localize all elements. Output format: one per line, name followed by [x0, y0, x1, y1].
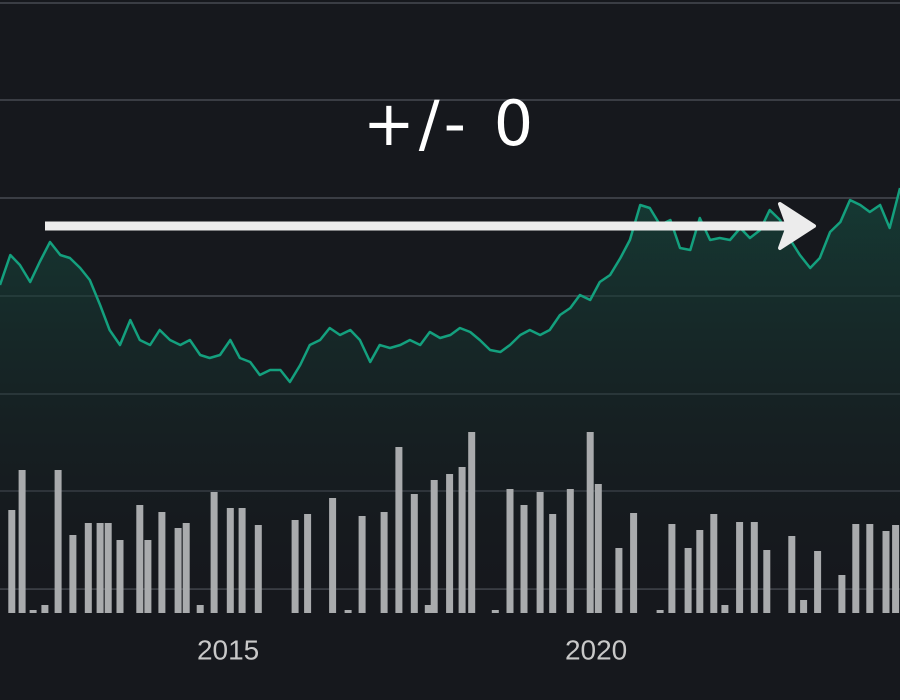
volume-bar	[696, 530, 704, 613]
volume-bar	[788, 536, 796, 613]
volume-bar	[838, 575, 846, 613]
volume-bar	[358, 516, 366, 613]
volume-bar	[196, 605, 204, 613]
volume-bar	[458, 467, 466, 613]
volume-bar	[630, 513, 638, 613]
volume-bar	[8, 510, 16, 613]
volume-bar	[329, 498, 337, 613]
volume-bar	[594, 484, 602, 613]
volume-bar	[549, 514, 557, 613]
volume-bar	[116, 540, 124, 613]
volume-bar	[226, 508, 234, 613]
volume-bar	[84, 523, 92, 613]
volume-bar	[54, 470, 62, 613]
volume-bar	[104, 523, 112, 613]
volume-bar	[144, 540, 152, 613]
volume-bar	[468, 432, 476, 613]
volume-bar	[395, 447, 403, 613]
annotation: +/- 0	[363, 87, 537, 160]
volume-bar	[174, 528, 182, 613]
volume-bar	[800, 600, 808, 613]
volume-bar	[668, 524, 676, 613]
x-tick-label: 2020	[565, 634, 627, 665]
area	[0, 188, 900, 589]
volume-bar	[291, 520, 299, 613]
volume-bar	[380, 512, 388, 613]
volume-bar	[586, 432, 594, 613]
volume-bar	[520, 505, 528, 613]
volume-bar	[344, 610, 352, 613]
volume-bar	[750, 522, 758, 613]
volume-bar	[615, 548, 623, 613]
volume-bar	[96, 523, 104, 613]
volume-bar	[882, 531, 890, 613]
volume-bar	[721, 605, 729, 613]
volume-bar	[536, 492, 544, 613]
volume-bar	[684, 548, 692, 613]
volume-bar	[866, 524, 874, 613]
volume-bar	[566, 489, 574, 613]
volume-bar	[852, 524, 860, 613]
volume-bar	[410, 494, 418, 613]
volume-bar	[41, 605, 49, 613]
volume-bar	[136, 505, 144, 613]
volume-bar	[763, 550, 771, 613]
volume-bar	[491, 610, 499, 613]
volume-bar	[304, 514, 312, 613]
volume-bar	[736, 522, 744, 613]
volume-bar	[656, 610, 664, 613]
arrow-head	[778, 202, 816, 250]
volume-bar	[424, 605, 432, 613]
volume-bar	[29, 610, 37, 613]
volume-bar	[254, 525, 262, 613]
volume-bar	[710, 514, 718, 613]
volume-bar	[18, 470, 26, 613]
arrow	[45, 202, 816, 250]
volume-bar	[814, 551, 822, 613]
volume-bar	[210, 492, 218, 613]
volume-bar	[69, 535, 77, 613]
volume-bar	[182, 523, 190, 613]
volume-bar	[430, 480, 438, 613]
volume-bar	[506, 489, 514, 613]
volume-bar	[158, 512, 166, 613]
line	[0, 187, 900, 384]
plot	[0, 187, 900, 613]
volume-bar	[892, 525, 900, 613]
volume-bar	[446, 474, 454, 613]
x-tick-label: 2015	[197, 634, 259, 665]
volume-bar	[238, 508, 246, 613]
